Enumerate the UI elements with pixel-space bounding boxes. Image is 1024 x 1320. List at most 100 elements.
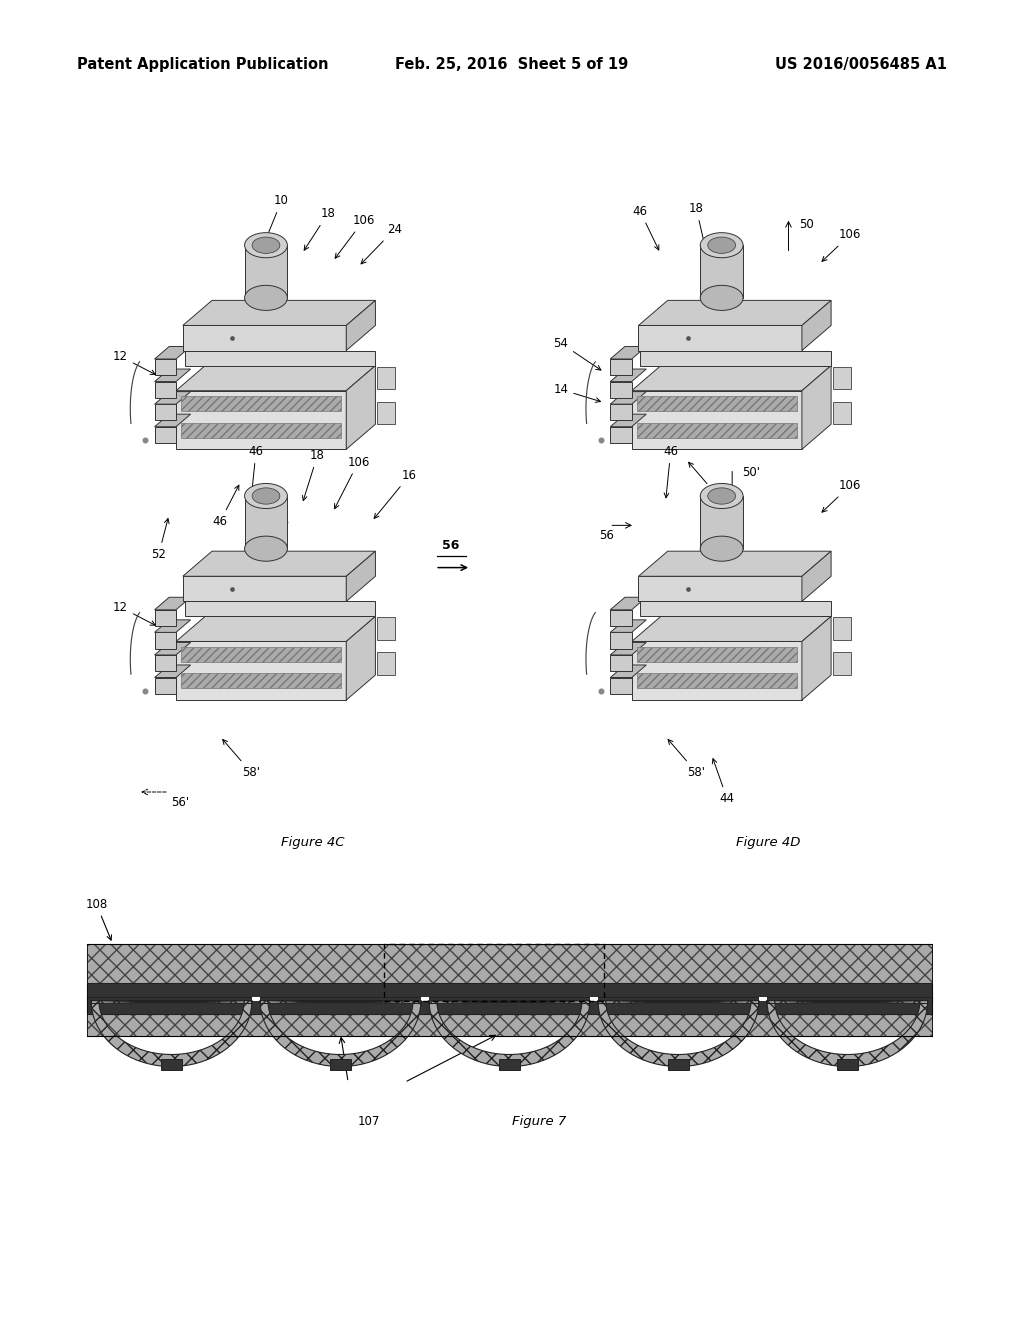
Ellipse shape: [252, 238, 280, 253]
Polygon shape: [632, 391, 802, 449]
Polygon shape: [429, 1001, 590, 1067]
Text: 56: 56: [442, 539, 459, 552]
Text: US 2016/0056485 A1: US 2016/0056485 A1: [775, 57, 947, 71]
Text: 58': 58': [668, 739, 706, 779]
Ellipse shape: [700, 483, 743, 508]
Polygon shape: [181, 396, 341, 412]
Polygon shape: [639, 577, 802, 602]
Polygon shape: [639, 301, 831, 326]
Polygon shape: [346, 366, 376, 449]
Polygon shape: [639, 552, 831, 577]
Text: 12: 12: [113, 601, 156, 626]
Bar: [330, 1059, 350, 1069]
Polygon shape: [155, 359, 176, 375]
Polygon shape: [610, 655, 632, 672]
Polygon shape: [610, 359, 632, 375]
Polygon shape: [176, 616, 376, 642]
Polygon shape: [610, 370, 646, 381]
Polygon shape: [802, 616, 831, 700]
Polygon shape: [610, 677, 632, 694]
Text: 106: 106: [335, 455, 370, 508]
Polygon shape: [639, 326, 802, 351]
Polygon shape: [610, 404, 632, 421]
Bar: [252, 997, 260, 1001]
Polygon shape: [700, 246, 743, 298]
Text: 10: 10: [262, 194, 289, 247]
Ellipse shape: [245, 285, 288, 310]
Text: Figure 7: Figure 7: [512, 1115, 566, 1129]
Polygon shape: [610, 643, 646, 655]
Polygon shape: [155, 620, 190, 632]
Text: Patent Application Publication: Patent Application Publication: [77, 57, 329, 71]
Text: 56': 56': [171, 796, 189, 809]
Polygon shape: [176, 366, 376, 391]
Polygon shape: [183, 552, 376, 577]
Polygon shape: [245, 496, 288, 549]
Polygon shape: [155, 404, 176, 421]
Text: 16: 16: [374, 469, 417, 519]
Bar: [668, 1059, 688, 1069]
Ellipse shape: [700, 536, 743, 561]
Bar: [384, 944, 604, 1001]
Text: 46: 46: [249, 445, 263, 498]
Bar: [87, 983, 932, 1001]
Polygon shape: [155, 610, 176, 626]
Polygon shape: [378, 401, 395, 424]
Polygon shape: [155, 426, 176, 444]
Ellipse shape: [700, 285, 743, 310]
Ellipse shape: [708, 238, 735, 253]
Text: 52: 52: [152, 519, 169, 561]
Polygon shape: [637, 673, 797, 688]
Text: 46: 46: [664, 445, 678, 498]
Text: Figure 4D: Figure 4D: [736, 836, 800, 849]
Bar: [838, 1059, 858, 1069]
Polygon shape: [834, 401, 851, 424]
Bar: [87, 944, 932, 983]
Polygon shape: [245, 246, 288, 298]
Text: 54: 54: [553, 337, 601, 370]
Text: Figure 4B: Figure 4B: [695, 585, 759, 598]
Text: 12: 12: [113, 350, 156, 375]
Bar: [500, 1059, 519, 1069]
Polygon shape: [181, 673, 341, 688]
Polygon shape: [610, 632, 632, 648]
Text: 106: 106: [335, 214, 375, 259]
Polygon shape: [155, 381, 176, 397]
Polygon shape: [637, 396, 797, 412]
Text: 106: 106: [822, 479, 861, 512]
Polygon shape: [610, 414, 646, 426]
Polygon shape: [183, 577, 346, 602]
Polygon shape: [378, 618, 395, 640]
Text: 50: 50: [799, 218, 813, 231]
Polygon shape: [346, 301, 376, 351]
Text: 108: 108: [85, 898, 112, 940]
Polygon shape: [183, 301, 376, 326]
Text: 56: 56: [599, 529, 613, 543]
Polygon shape: [632, 642, 802, 700]
Text: 50': 50': [742, 466, 761, 479]
Text: 58: 58: [688, 462, 724, 502]
Polygon shape: [610, 597, 646, 610]
Polygon shape: [260, 1001, 421, 1067]
Polygon shape: [834, 652, 851, 675]
Polygon shape: [176, 391, 346, 449]
Polygon shape: [834, 618, 851, 640]
Polygon shape: [181, 647, 341, 663]
Polygon shape: [155, 597, 190, 610]
Polygon shape: [155, 677, 176, 694]
Polygon shape: [155, 643, 190, 655]
Polygon shape: [610, 346, 646, 359]
Polygon shape: [802, 366, 831, 449]
Text: 18: 18: [302, 449, 325, 500]
Polygon shape: [183, 326, 346, 351]
Polygon shape: [181, 422, 341, 437]
Polygon shape: [640, 602, 831, 616]
Text: 46: 46: [213, 486, 239, 528]
Polygon shape: [834, 367, 851, 389]
Polygon shape: [155, 370, 190, 381]
Polygon shape: [610, 426, 632, 444]
Polygon shape: [610, 381, 632, 397]
Polygon shape: [155, 665, 190, 677]
Ellipse shape: [252, 488, 280, 504]
Ellipse shape: [245, 536, 288, 561]
